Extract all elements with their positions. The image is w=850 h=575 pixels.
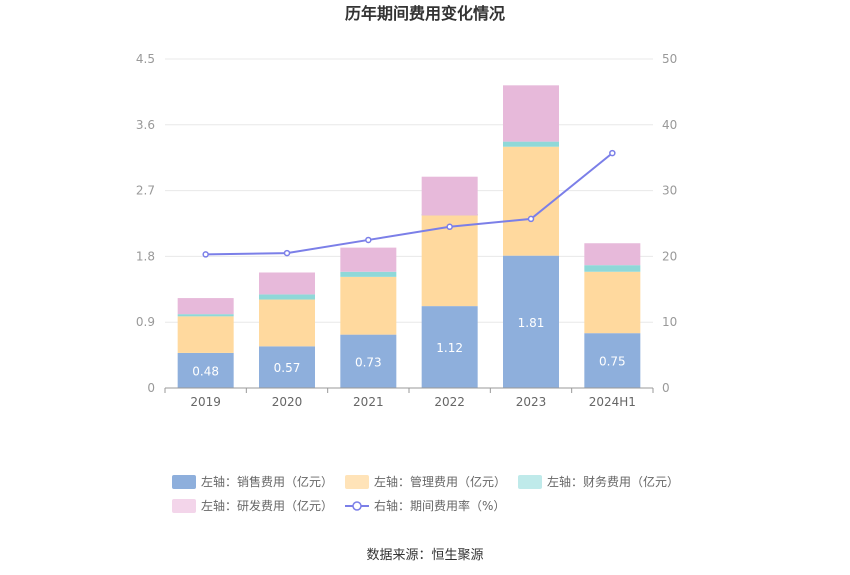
- legend-swatch: [518, 475, 542, 489]
- legend-swatch: [172, 475, 196, 489]
- data-source: 数据来源：恒生聚源: [366, 548, 483, 563]
- bar-segment: [259, 346, 315, 388]
- right-tick-label: 10: [662, 315, 677, 329]
- bar-segment: [503, 141, 559, 147]
- x-tick-label: 2020: [272, 395, 303, 409]
- right-tick-label: 20: [662, 249, 677, 263]
- bar-segment: [584, 243, 641, 266]
- x-tick-label: 2022: [434, 395, 465, 409]
- bar-segment: [177, 298, 234, 315]
- bar-value-label: 0.48: [192, 364, 219, 378]
- bar-segment: [177, 316, 234, 353]
- right-axis: 0 10 20 30 40 50: [662, 52, 677, 395]
- x-tick-label: 2024H1: [589, 395, 636, 409]
- line-point: [446, 223, 453, 231]
- bar-segment: [177, 352, 234, 388]
- bar-segment: [503, 146, 559, 256]
- line-point: [609, 149, 616, 157]
- bar-segment: [503, 85, 559, 142]
- bar-value-label: 1.81: [518, 316, 545, 330]
- bar-segment: [340, 276, 397, 335]
- bar-segment: [421, 306, 478, 388]
- bar-segment: [584, 265, 641, 272]
- bar-segment: [340, 271, 397, 277]
- line-point: [283, 249, 291, 257]
- x-axis: 2019 2020 2021 2022 2023 2024H1: [164, 387, 654, 409]
- bar-value-label: 1.12: [436, 341, 463, 355]
- line-point: [365, 236, 372, 244]
- legend-label: 右轴：期间费用率（%）: [374, 498, 505, 513]
- right-tick-label: 50: [662, 52, 677, 66]
- bar-segment: [259, 299, 315, 347]
- left-tick-label: 1.8: [136, 249, 155, 263]
- grid: [165, 58, 653, 389]
- x-tick-label: 2021: [353, 395, 384, 409]
- bar-value-label: 0.57: [274, 361, 301, 375]
- legend-label: 左轴：销售费用（亿元）: [201, 474, 333, 489]
- legend-swatch: [172, 499, 196, 513]
- bar-segment: [340, 247, 397, 272]
- left-tick-label: 4.5: [136, 52, 155, 66]
- left-axis: 0 0.9 1.8 2.7 3.6 4.5: [136, 52, 155, 395]
- bar-segment: [177, 314, 234, 317]
- bar-labels: 0.48 0.57 0.73 1.12 1.81 0.75: [192, 316, 625, 379]
- left-tick-label: 0.9: [136, 315, 155, 329]
- bar-segment: [259, 272, 315, 295]
- left-tick-label: 0: [147, 381, 155, 395]
- bar-value-label: 0.73: [355, 355, 382, 369]
- series-line: [205, 152, 613, 256]
- chart-title: 历年期间费用变化情况: [345, 4, 505, 23]
- right-tick-label: 0: [662, 381, 670, 395]
- legend-line-marker: [352, 501, 362, 511]
- bar-segment: [340, 334, 397, 388]
- bar-segment: [259, 294, 315, 300]
- bar-segment: [584, 271, 641, 334]
- bars: [177, 85, 641, 388]
- line-point: [202, 251, 209, 258]
- right-tick-label: 40: [662, 118, 677, 132]
- x-tick-label: 2023: [516, 395, 547, 409]
- legend-label: 左轴：管理费用（亿元）: [374, 474, 506, 489]
- bar-segment: [421, 176, 478, 216]
- bar-value-label: 0.75: [599, 355, 626, 369]
- legend-label: 左轴：研发费用（亿元）: [201, 498, 333, 513]
- x-tick-label: 2019: [190, 395, 221, 409]
- left-tick-label: 3.6: [136, 118, 155, 132]
- legend-swatch: [345, 475, 369, 489]
- expense-rate-line: [202, 149, 616, 258]
- right-tick-label: 30: [662, 184, 677, 198]
- bar-segment: [584, 333, 641, 388]
- left-tick-label: 2.7: [136, 184, 155, 198]
- line-point: [527, 215, 535, 223]
- bar-segment: [503, 255, 559, 388]
- legend: 左轴：销售费用（亿元） 左轴：管理费用（亿元） 左轴：财务费用（亿元） 左轴：研发费用…: [172, 474, 679, 513]
- legend-label: 左轴：财务费用（亿元）: [547, 474, 679, 489]
